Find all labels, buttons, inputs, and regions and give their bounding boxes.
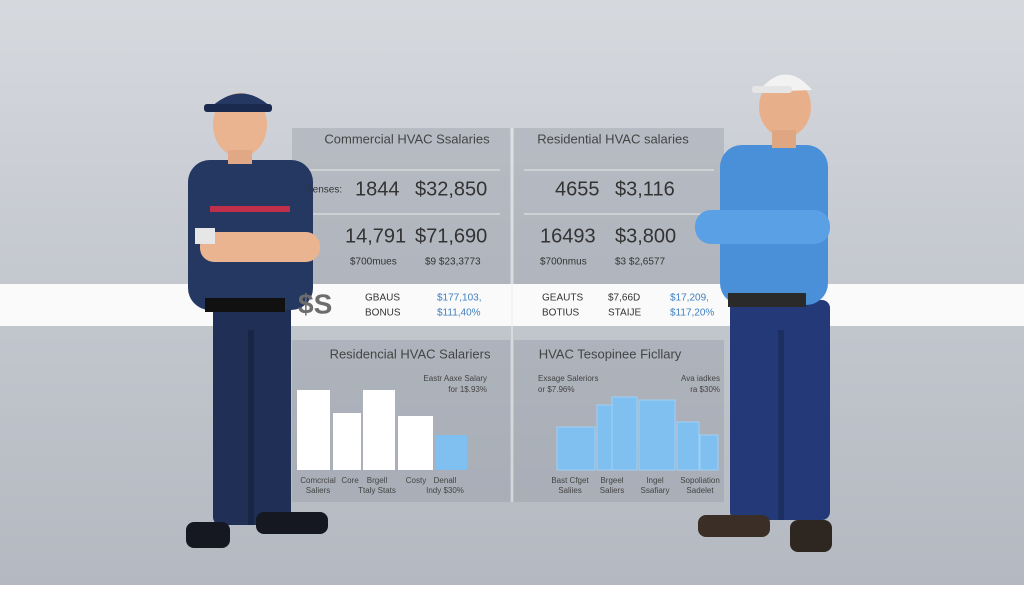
bar	[333, 413, 361, 470]
panel	[292, 128, 510, 284]
stat: $3,116	[615, 178, 675, 200]
note: Exsage Saleriors	[538, 374, 598, 383]
panel	[514, 128, 724, 284]
band-value: $117,20%	[670, 308, 714, 319]
band-label: GBAUS	[365, 293, 400, 304]
bar	[638, 399, 676, 471]
band-value: $17,209,	[670, 293, 709, 304]
note: ra $30%	[690, 385, 720, 394]
note: for 1$.93%	[448, 385, 487, 394]
bar-label: Sopoliation	[680, 476, 720, 485]
bar-label: Ingel	[646, 476, 664, 485]
bar-label: Costy	[406, 476, 426, 485]
note: Ava iadkes	[681, 374, 720, 383]
worker-left	[186, 93, 328, 548]
panel-title: HVAC Tesopinee Ficllary	[539, 346, 682, 361]
row-label: $3 $2,6577	[615, 257, 665, 268]
band-label: BOTIUS	[542, 308, 580, 319]
bar	[699, 434, 719, 471]
bar-label: Brgeel	[600, 476, 623, 485]
symbol: $S	[298, 288, 332, 319]
bar-label: Bast Cfget	[551, 476, 589, 485]
stat: $3,800	[615, 225, 676, 247]
bar	[363, 390, 395, 470]
panel-title: Residential HVAC salaries	[537, 131, 689, 146]
bar-label: Ttaly Stats	[358, 486, 396, 495]
bar	[611, 396, 638, 471]
bar-label: Saliers	[306, 486, 330, 495]
worker-right	[695, 74, 832, 552]
bar-label: Core	[341, 476, 359, 485]
band-value: $177,103,	[437, 293, 482, 304]
stat: 1844	[355, 178, 400, 200]
stat: 14,791	[345, 225, 406, 247]
band-label: $7,66D	[608, 293, 640, 304]
bar-label: Saliers	[600, 486, 624, 495]
bar	[596, 404, 613, 471]
band-label: GEAUTS	[542, 293, 583, 304]
row-label: $9 $23,3773	[425, 257, 481, 268]
row-label: $700mues	[350, 257, 397, 268]
bar-label: Saliies	[558, 486, 582, 495]
stat: $32,850	[415, 178, 487, 200]
bar	[435, 435, 467, 470]
bar-label: Brgell	[367, 476, 388, 485]
bar	[398, 416, 433, 470]
stat: $71,690	[415, 225, 487, 247]
bar-label: Denall	[434, 476, 457, 485]
band-label: STAIJE	[608, 308, 641, 319]
stat: 16493	[540, 225, 596, 247]
bar-label: Ssafiary	[641, 486, 670, 495]
bar	[297, 390, 330, 470]
bar	[676, 421, 700, 471]
bar	[556, 426, 596, 471]
panel-title: Commercial HVAC Ssalaries	[324, 131, 490, 146]
stat: 4655	[555, 178, 600, 200]
band-label: BONUS	[365, 308, 401, 319]
row-label: Senses:	[306, 185, 342, 196]
row-label: $700nmus	[540, 257, 587, 268]
note: or $7.96%	[538, 385, 574, 394]
bar-label: Indy $30%	[426, 486, 464, 495]
dividers	[300, 128, 714, 502]
note: Eastr Aaxe Salary	[423, 374, 487, 383]
panel-title: Residencial HVAC Salariers	[330, 346, 491, 361]
bar-label: Comcrcial	[300, 476, 336, 485]
bar-label: Sadelet	[686, 486, 714, 495]
band-value: $111,40%	[437, 308, 481, 319]
